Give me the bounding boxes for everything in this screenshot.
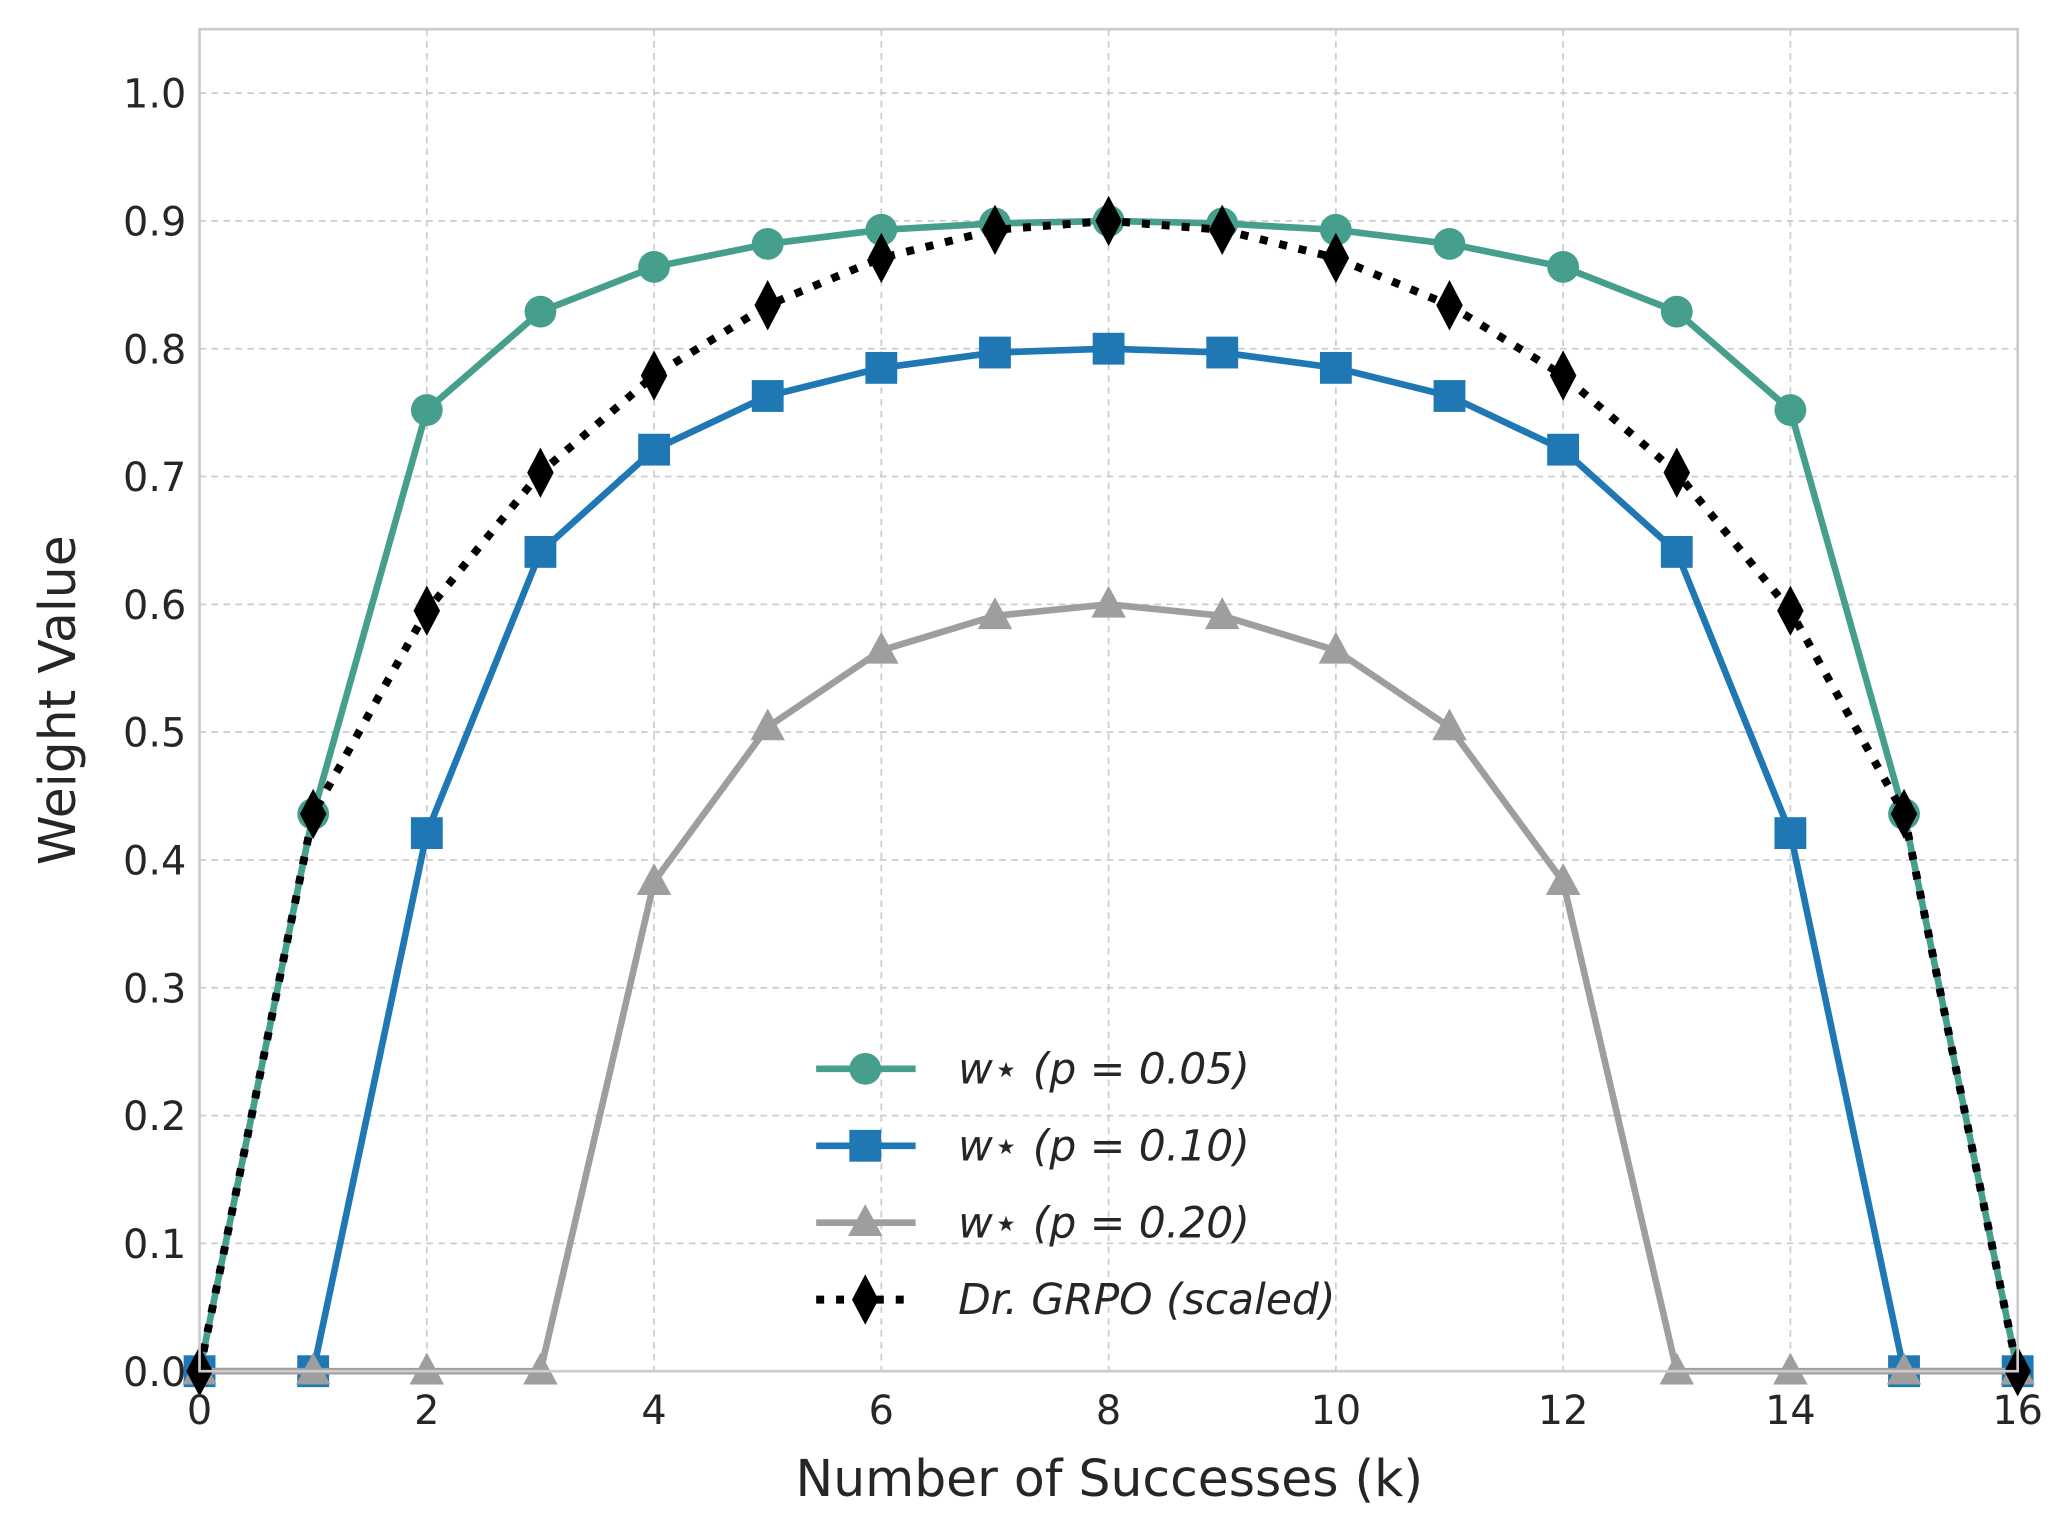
data-point: [410, 394, 443, 426]
data-point: [1319, 351, 1352, 384]
x-tick-label: 12: [1538, 1388, 1589, 1434]
data-point: [754, 280, 781, 331]
y-tick-label: 0.6: [123, 583, 186, 629]
data-point: [751, 227, 784, 260]
y-tick-label: 0.5: [123, 711, 186, 757]
data-point: [1890, 788, 1918, 840]
data-point: [636, 863, 672, 895]
legend-label: w⋆ (p = 0.10): [958, 1122, 1250, 1171]
data-point: [1547, 433, 1580, 466]
legend-item: w⋆ (p = 0.20): [816, 1199, 1250, 1248]
data-point: [979, 336, 1011, 369]
y-tick-label: 0.2: [123, 1094, 186, 1140]
data-point: [524, 536, 557, 568]
data-point: [865, 213, 898, 246]
x-tick-label: 4: [641, 1388, 666, 1434]
data-point: [1436, 280, 1463, 331]
tick-labels: 0 2 4 6 8 10 12 14 16 0.0 0.1 0.2 0.3 0.4 0.5 0.6 0.7 0.8…: [123, 72, 2043, 1435]
data-point: [638, 250, 670, 283]
data-point: [1545, 863, 1581, 895]
x-tick-label: 0: [187, 1388, 212, 1434]
data-point: [1432, 708, 1467, 741]
x-tick-label: 10: [1311, 1388, 1362, 1434]
x-axis-label: Number of Successes (k): [796, 1449, 1423, 1508]
data-point: [1660, 536, 1693, 568]
legend-label: Dr. GRPO (scaled): [958, 1276, 1335, 1325]
data-point: [977, 597, 1013, 630]
data-point: [1549, 350, 1577, 401]
y-tick-label: 0.1: [123, 1222, 186, 1268]
data-point: [1547, 250, 1580, 283]
y-tick-label: 0.9: [123, 199, 186, 245]
x-tick-label: 2: [414, 1388, 439, 1434]
legend: w⋆ (p = 0.05) w⋆ (p = 0.10) w⋆ (p = 0.20) D…: [816, 1045, 1335, 1325]
data-point: [1659, 1352, 1695, 1385]
data-point: [1318, 631, 1354, 664]
data-point: [1660, 295, 1693, 328]
data-point: [750, 708, 785, 741]
data-point: [751, 380, 784, 412]
data-point: [1774, 817, 1807, 850]
data-point: [1886, 1352, 1922, 1385]
legend-item: w⋆ (p = 0.05): [816, 1045, 1250, 1094]
legend-marker: [849, 1052, 882, 1085]
y-tick-label: 0.0: [123, 1350, 186, 1396]
y-tick-label: 1.0: [123, 72, 186, 118]
data-point: [1774, 394, 1807, 426]
data-point: [527, 447, 554, 498]
x-tick-label: 14: [1765, 1388, 1816, 1434]
legend-item: w⋆ (p = 0.10): [816, 1122, 1250, 1171]
data-point: [1092, 332, 1125, 365]
data-point: [1319, 213, 1352, 246]
legend-label: w⋆ (p = 0.05): [958, 1045, 1250, 1094]
data-point: [1206, 336, 1239, 369]
y-tick-label: 0.4: [123, 839, 186, 885]
data-point: [864, 631, 899, 664]
y-tick-label: 0.7: [123, 455, 186, 501]
data-point: [410, 817, 443, 850]
data-point: [638, 433, 670, 466]
y-tick-label: 0.3: [123, 966, 186, 1012]
data-point: [865, 351, 898, 384]
data-point: [523, 1352, 558, 1385]
legend-marker: [849, 1129, 882, 1162]
x-tick-label: 6: [869, 1388, 894, 1434]
y-axis-label: Weight Value: [28, 535, 87, 865]
legend-item: Dr. GRPO (scaled): [816, 1274, 1335, 1325]
data-point: [1091, 585, 1126, 618]
legend-marker: [848, 1204, 883, 1236]
legend-label: w⋆ (p = 0.20): [958, 1199, 1250, 1248]
data-point: [409, 1352, 445, 1385]
data-point: [1204, 597, 1240, 630]
plot-frame: [198, 27, 2019, 1373]
data-point: [1663, 447, 1691, 498]
data-point: [524, 295, 557, 328]
x-tick-label: 8: [1096, 1388, 1121, 1434]
x-tick-label: 16: [1992, 1388, 2043, 1434]
data-point: [1433, 380, 1466, 412]
data-point: [295, 1352, 331, 1385]
y-tick-label: 0.8: [123, 327, 186, 373]
data-point: [1433, 227, 1466, 260]
data-point: [1773, 1352, 1808, 1385]
